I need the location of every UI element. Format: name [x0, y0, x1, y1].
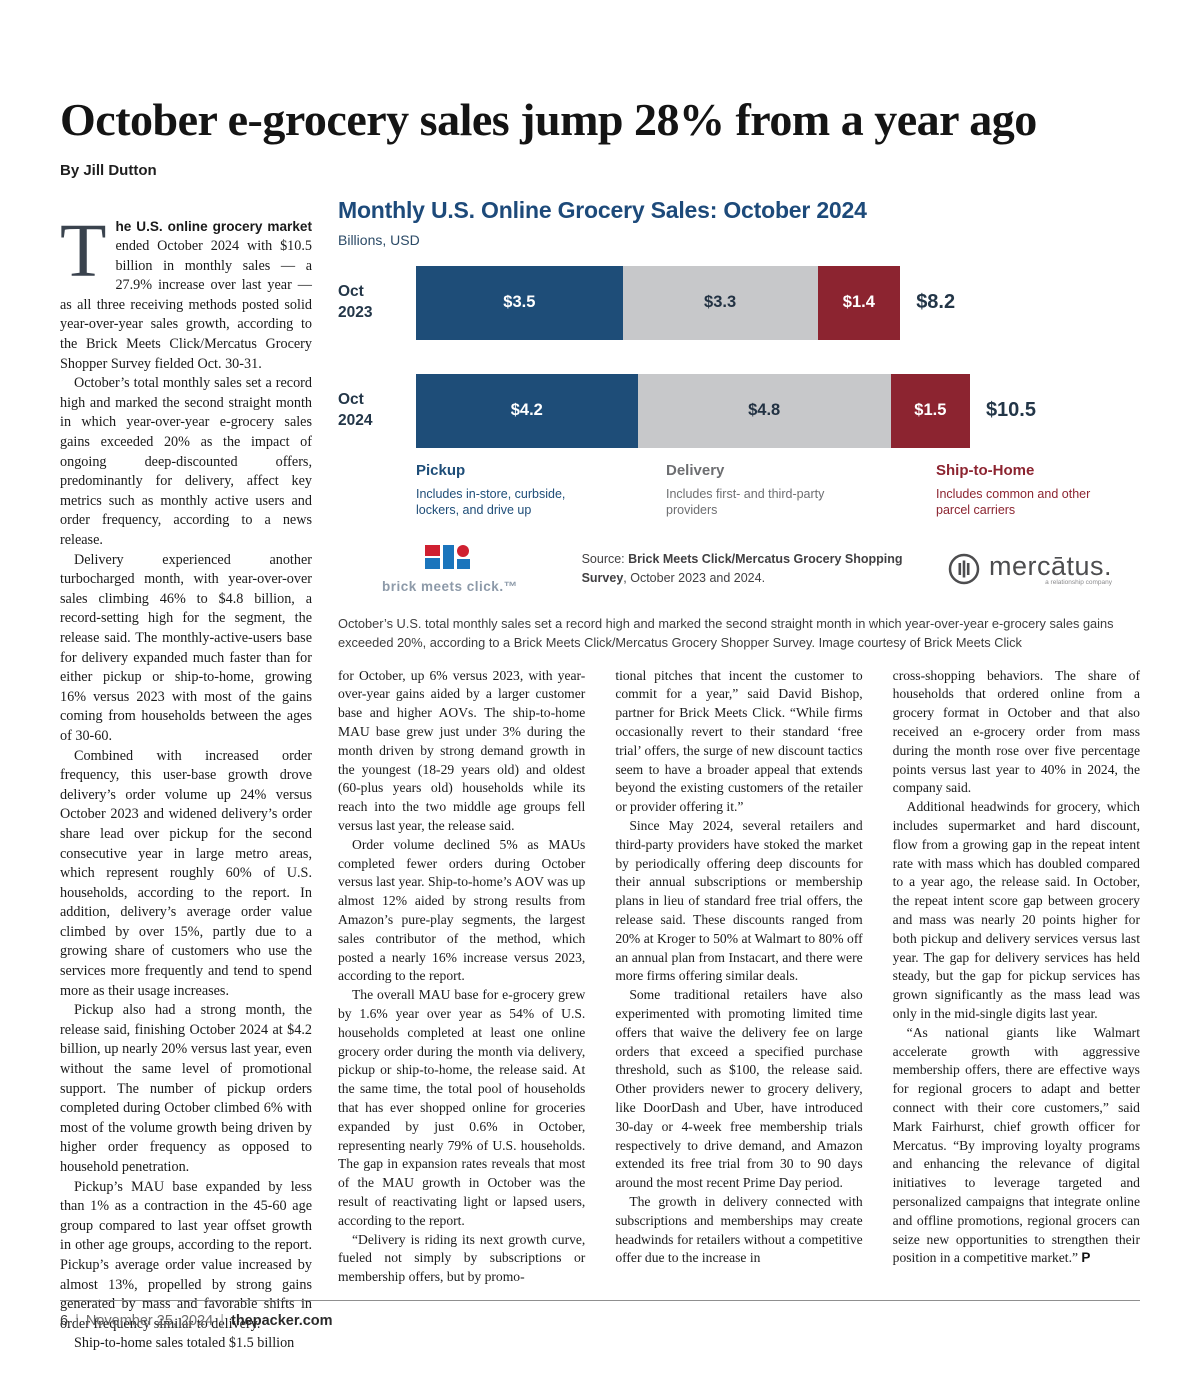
brick-meets-click-wordmark: brick meets click.™	[382, 579, 518, 595]
paragraph: Ship-to-home sales totaled $1.5 billion	[74, 1335, 295, 1352]
source-name: Brick Meets Click/Mercatus Grocery Shopp…	[581, 552, 903, 585]
brick-meets-click-icon	[424, 545, 470, 570]
paragraph: Pickup also had a strong month, the rele…	[60, 1002, 312, 1176]
paragraph: Order volume declined 5% as MAUs complet…	[338, 836, 586, 984]
page-title: October e-grocery sales jump 28% from a …	[60, 94, 1037, 145]
legend-ship-to-home-title: Ship-to-Home	[936, 461, 1035, 479]
paragraph: October’s total monthly sales set a reco…	[60, 375, 312, 549]
paragraph: Combined with increased order frequency,…	[60, 747, 312, 999]
bar-total-label: $8.2	[916, 291, 956, 314]
article-end-mark: P	[1081, 1250, 1091, 1266]
paragraph: Since May 2024, several retailers and th…	[615, 818, 863, 984]
legend-ship-to-home: Ship-to-Home Includes common and other p…	[936, 462, 1140, 520]
mercatus-tagline: a relationship company	[1045, 579, 1112, 587]
article-column-3: tional pitches that incent the customer …	[615, 667, 862, 1287]
chart-bars: Oct 2023 $3.5 $3.3 $1.4 $8.2 Oct 2024 $4.2 $4.8…	[338, 265, 1140, 448]
legend-pickup-title: Pickup	[416, 461, 466, 479]
mercatus-wordmark: mercātus.	[988, 551, 1112, 582]
stacked-bar: $4.2 $4.8 $1.5	[416, 373, 970, 448]
bottom-columns: for October, up 6% versus 2023, with yea…	[338, 667, 1140, 1287]
chart-source-text: Source: Brick Meets Click/Mercatus Groce…	[582, 550, 912, 588]
chart-caption: October’s U.S. total monthly sales set a…	[338, 616, 1114, 651]
bar-segment-pickup: $3.5	[416, 265, 623, 340]
legend-ship-to-home-desc: Includes common and other parcel carrier…	[936, 486, 1091, 518]
chart-row: Oct 2023 $3.5 $3.3 $1.4 $8.2	[338, 265, 1140, 340]
paragraph: Some traditional retailers have also exp…	[615, 987, 863, 1191]
chart-subtitle: Billions, USD	[338, 231, 420, 248]
bar-segment-ship-to-home: $1.5	[890, 373, 970, 448]
grocery-sales-chart: Monthly U.S. Online Grocery Sales: Octob…	[338, 197, 1140, 595]
page-footer: 6 | November 25, 2024 | thepacker.com	[60, 1300, 1140, 1329]
article-column-4: cross-shopping behaviors. The share of h…	[893, 667, 1140, 1287]
footer-separator: |	[220, 1313, 224, 1329]
paragraph: The growth in delivery connected with su…	[615, 1193, 863, 1266]
mercatus-logo: mercātus. a relationship company	[947, 551, 1112, 586]
bar-category-label: Oct 2024	[338, 390, 373, 429]
chart-source-row: brick meets click.™ Source: Brick Meets …	[338, 543, 1140, 594]
bar-total-label: $10.5	[985, 399, 1036, 422]
bar-category-label: Oct 2023	[338, 282, 373, 321]
footer-site: thepacker.com	[231, 1313, 333, 1329]
closing-paragraph-text: “As national giants like Walmart acceler…	[892, 1024, 1140, 1266]
paragraph: “As national giants like Walmart acceler…	[893, 1024, 1140, 1268]
lead-rest-text: ended October 2024 with $10.5 billion in…	[60, 238, 312, 372]
dropcap: T	[60, 208, 107, 293]
legend-delivery: Delivery Includes first- and third-party…	[666, 462, 936, 520]
source-rest: , October 2023 and 2024.	[623, 570, 766, 585]
chart-row: Oct 2024 $4.2 $4.8 $1.5 $10.5	[338, 373, 1140, 448]
paragraph: “Delivery is riding its next growth curv…	[338, 1231, 586, 1285]
chart-title: Monthly U.S. Online Grocery Sales: Octob…	[338, 196, 867, 223]
paragraph: tional pitches that incent the customer …	[615, 667, 863, 815]
legend-delivery-desc: Includes first- and third-party provider…	[666, 486, 825, 518]
brick-meets-click-logo: brick meets click.™	[382, 543, 518, 594]
paragraph: Delivery experienced another turbocharge…	[60, 551, 312, 744]
stacked-bar: $3.5 $3.3 $1.4	[416, 265, 901, 340]
source-prefix: Source:	[581, 552, 629, 567]
paragraph: Pickup’s MAU base expanded by less than …	[60, 1178, 312, 1332]
bar-area: $3.5 $3.3 $1.4 $8.2	[416, 265, 1036, 340]
paragraph: for October, up 6% versus 2023, with yea…	[338, 667, 586, 834]
bar-segment-delivery: $4.8	[637, 373, 891, 448]
byline: By Jill Dutton	[60, 161, 157, 179]
paragraph: cross-shopping behaviors. The share of h…	[892, 667, 1140, 796]
mercatus-icon	[948, 553, 980, 585]
chart-legend: Pickup Includes in-store, curbside, lock…	[416, 462, 1140, 520]
footer-separator: |	[75, 1313, 79, 1329]
legend-pickup-desc: Includes in-store, curbside, lockers, an…	[416, 486, 566, 518]
bar-area: $4.2 $4.8 $1.5 $10.5	[416, 373, 1036, 448]
mercatus-wordmark-block: mercātus. a relationship company	[989, 551, 1112, 586]
legend-delivery-title: Delivery	[666, 461, 725, 479]
chart-and-columns-area: Monthly U.S. Online Grocery Sales: Octob…	[338, 197, 1140, 1287]
bar-segment-pickup: $4.2	[416, 373, 638, 448]
paragraph: The overall MAU base for e-grocery grew …	[338, 987, 586, 1228]
paragraph: Additional headwinds for grocery, which …	[892, 799, 1140, 1021]
bar-segment-delivery: $3.3	[622, 265, 818, 340]
page-number: 6	[60, 1313, 69, 1329]
legend-pickup: Pickup Includes in-store, curbside, lock…	[416, 462, 666, 520]
lead-bold-text: he U.S. online grocery market	[115, 218, 312, 234]
bar-segment-ship-to-home: $1.4	[817, 265, 901, 340]
article-column-2: for October, up 6% versus 2023, with yea…	[338, 667, 585, 1287]
footer-date: November 25, 2024	[85, 1313, 214, 1329]
